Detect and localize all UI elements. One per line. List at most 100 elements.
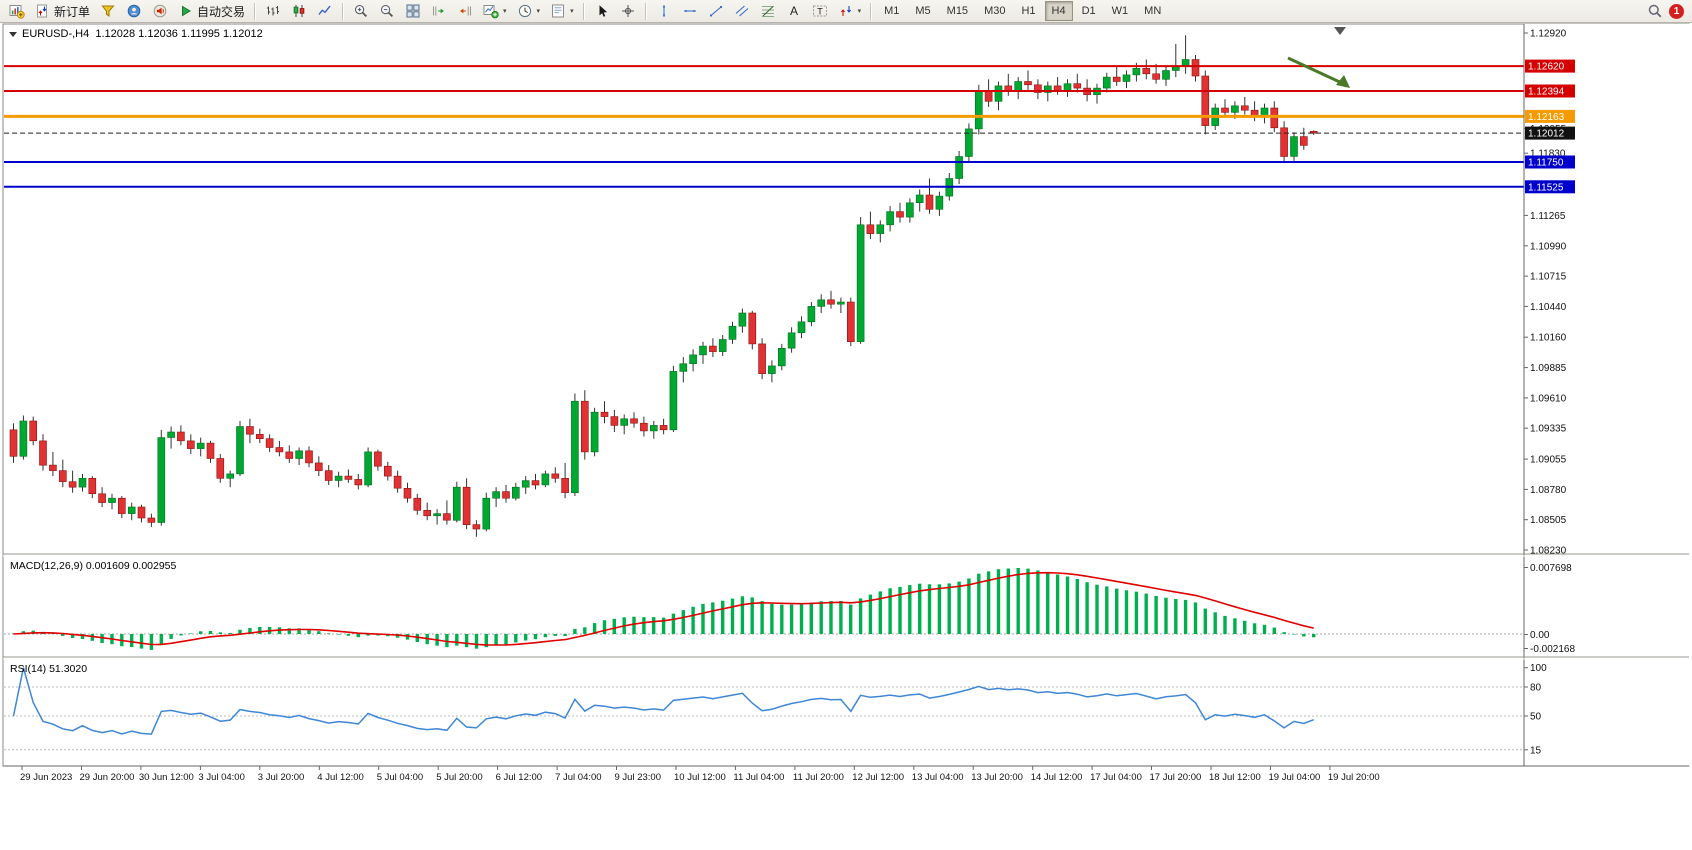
alerts-button[interactable] xyxy=(148,0,172,22)
periods-icon xyxy=(518,4,531,18)
timeframe-H4-button[interactable]: H4 xyxy=(1044,1,1073,21)
metaeditor-button[interactable] xyxy=(96,0,120,22)
rsi-label: RSI(14) 51.3020 xyxy=(10,663,88,675)
new-chart-icon xyxy=(9,5,25,19)
chart-shift-marker-icon xyxy=(1334,27,1346,35)
alerts-icon xyxy=(153,4,167,18)
svg-text:1.12620: 1.12620 xyxy=(1528,62,1565,73)
line-chart-icon xyxy=(318,5,331,15)
vertical-line-icon xyxy=(662,5,665,17)
svg-text:17 Jul 04:00: 17 Jul 04:00 xyxy=(1090,772,1142,783)
timeframe-D1-button[interactable]: D1 xyxy=(1081,5,1096,17)
periods-button[interactable]: ▾ xyxy=(513,0,545,22)
svg-text:1.11265: 1.11265 xyxy=(1530,211,1566,222)
timeframe-M15-button[interactable]: M15 xyxy=(946,5,969,17)
svg-text:11 Jul 04:00: 11 Jul 04:00 xyxy=(733,772,784,783)
svg-text:14 Jul 12:00: 14 Jul 12:00 xyxy=(1031,772,1083,783)
svg-text:30 Jun 12:00: 30 Jun 12:00 xyxy=(139,772,194,783)
svg-text:T: T xyxy=(817,6,823,16)
auto-scroll-button[interactable] xyxy=(427,0,451,22)
community-button[interactable] xyxy=(122,0,146,22)
svg-text:1.09610: 1.09610 xyxy=(1530,393,1567,404)
crosshair-button[interactable] xyxy=(616,0,640,22)
timeframe-M1-button[interactable]: M1 xyxy=(884,5,900,17)
community-icon xyxy=(127,4,141,18)
dropdown-caret-icon: ▾ xyxy=(503,8,507,15)
timeframe-M5-button[interactable]: M5 xyxy=(915,5,931,17)
macd-axis-labels: 0.007698 0.00 -0.002168 xyxy=(1524,563,1575,655)
macd-label: MACD(12,26,9) 0.001609 0.002955 xyxy=(10,560,177,572)
price-label-1.12620: 1.12620 xyxy=(1525,59,1575,73)
svg-text:1.10440: 1.10440 xyxy=(1530,302,1567,313)
svg-text:7 Jul 04:00: 7 Jul 04:00 xyxy=(555,772,601,783)
svg-text:11 Jul 20:00: 11 Jul 20:00 xyxy=(793,772,844,783)
new-order-button-label: 新订单 xyxy=(54,4,91,19)
horizontal-line-button[interactable] xyxy=(678,0,702,22)
svg-text:1.12394: 1.12394 xyxy=(1528,87,1565,98)
templates-icon xyxy=(552,4,565,18)
candlestick-chart-button[interactable] xyxy=(287,0,311,22)
svg-text:4 Jul 12:00: 4 Jul 12:00 xyxy=(317,772,363,783)
cursor-button[interactable] xyxy=(590,0,614,22)
svg-text:3 Jul 20:00: 3 Jul 20:00 xyxy=(258,772,304,783)
current-price-label: 1.12012 xyxy=(1525,126,1575,140)
vertical-line-button[interactable] xyxy=(652,0,676,22)
zoom-in-button[interactable] xyxy=(349,0,373,22)
autotrading-button[interactable]: 自动交易 xyxy=(174,0,249,22)
search-icon[interactable] xyxy=(1647,3,1663,19)
timeframe-M30-button[interactable]: M30 xyxy=(984,5,1006,17)
arrows-button[interactable]: ▾ xyxy=(834,0,866,22)
crosshair-icon xyxy=(621,5,634,17)
metaeditor-icon xyxy=(101,5,115,17)
svg-text:1.11830: 1.11830 xyxy=(1530,149,1566,160)
trendline-button[interactable] xyxy=(704,0,728,22)
svg-text:-0.002168: -0.002168 xyxy=(1530,644,1575,655)
trendline-icon xyxy=(709,5,722,17)
rsi-level-lines xyxy=(4,686,1524,751)
svg-text:1.12012: 1.12012 xyxy=(1528,129,1565,140)
svg-text:13 Jul 20:00: 13 Jul 20:00 xyxy=(971,772,1023,783)
svg-text:1.09335: 1.09335 xyxy=(1530,424,1567,435)
tile-windows-button[interactable] xyxy=(401,0,425,22)
svg-text:100: 100 xyxy=(1530,663,1547,674)
svg-text:1.12920: 1.12920 xyxy=(1530,29,1567,40)
line-chart-button[interactable] xyxy=(313,0,337,22)
svg-text:1.09055: 1.09055 xyxy=(1530,455,1567,466)
timeframe-W1-button[interactable]: W1 xyxy=(1111,5,1129,17)
chart-shift-button[interactable] xyxy=(453,0,477,22)
symbol-dropdown-icon[interactable] xyxy=(9,32,17,37)
templates-button[interactable]: ▾ xyxy=(546,0,578,22)
text-button[interactable]: A xyxy=(782,0,806,22)
timeframe-MN-button[interactable]: MN xyxy=(1144,5,1162,17)
zoom-out-button[interactable] xyxy=(375,0,399,22)
toolbar-separator xyxy=(582,2,585,20)
svg-text:10 Jul 12:00: 10 Jul 12:00 xyxy=(674,772,726,783)
text-label-button[interactable]: T xyxy=(808,0,832,22)
fibonacci-button[interactable] xyxy=(756,0,780,22)
zoom-out-icon xyxy=(381,5,394,18)
new-order-button[interactable]: 新订单 xyxy=(31,0,94,22)
toolbar-right: 1 xyxy=(1647,3,1688,19)
svg-text:13 Jul 04:00: 13 Jul 04:00 xyxy=(912,772,964,783)
new-order-icon xyxy=(37,4,47,18)
timeframe-H1-button[interactable]: H1 xyxy=(1021,5,1036,17)
channel-button[interactable] xyxy=(730,0,754,22)
dropdown-caret-icon: ▾ xyxy=(536,8,541,15)
tile-windows-icon xyxy=(406,4,420,18)
price-axis[interactable] xyxy=(1524,24,1692,766)
price-label-1.12394: 1.12394 xyxy=(1525,84,1575,98)
trend-arrow-annotation[interactable] xyxy=(1287,56,1350,88)
svg-text:3 Jul 04:00: 3 Jul 04:00 xyxy=(198,772,244,783)
indicators-button[interactable]: ▾ xyxy=(479,0,511,22)
bar-chart-icon xyxy=(266,6,280,16)
new-chart-button[interactable] xyxy=(5,0,29,22)
macd-signal-line xyxy=(13,571,1314,646)
notification-badge[interactable]: 1 xyxy=(1669,3,1684,19)
chart-title: EURUSD-,H4 1.12028 1.12036 1.11995 1.120… xyxy=(22,28,263,40)
bar-chart-button[interactable] xyxy=(261,0,285,22)
time-axis[interactable]: 29 Jun 2023 29 Jun 20:00 30 Jun 12:00 3 Jul… xyxy=(20,766,1380,783)
svg-text:1.10715: 1.10715 xyxy=(1530,272,1567,283)
svg-text:1.09885: 1.09885 xyxy=(1530,363,1567,374)
macd-histogram xyxy=(11,568,1316,650)
